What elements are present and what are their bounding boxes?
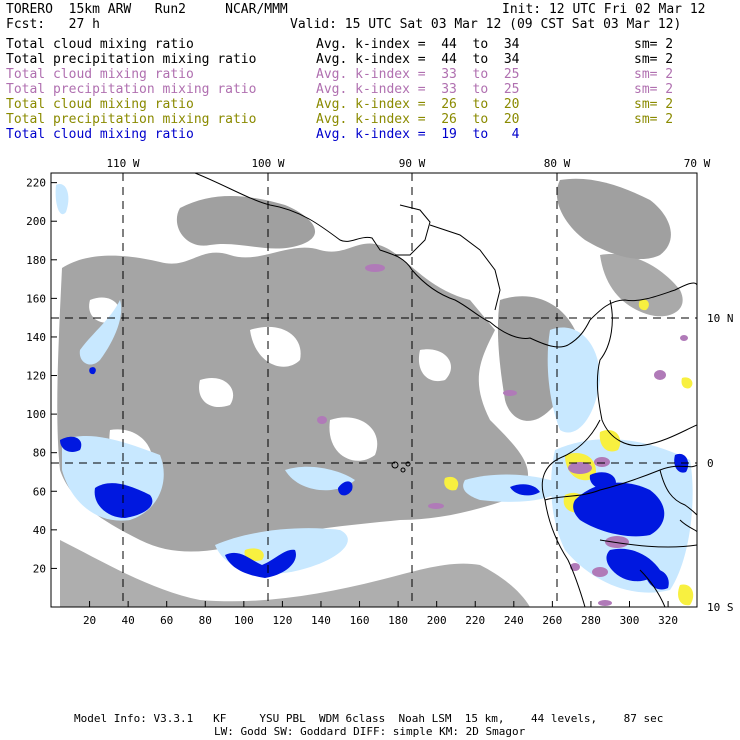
legend-smoothing: sm= 2: [634, 97, 674, 112]
legend-field-name: Total cloud mixing ratio: [6, 97, 194, 112]
x-tick-label: 320: [658, 614, 678, 627]
x-tick-label: 160: [350, 614, 370, 627]
coastlines: [194, 173, 697, 607]
legend-field-name: Total precipitation mixing ratio: [6, 82, 257, 97]
legend-k-index: Avg. k-index = 33 to 25: [316, 82, 520, 97]
x-tick-label: 280: [581, 614, 601, 627]
legend-k-index: Avg. k-index = 26 to 20: [316, 97, 520, 112]
lat-lon-grid: [51, 173, 697, 607]
latitude-label: 10 S: [707, 601, 734, 614]
longitude-label: 100 W: [251, 157, 284, 170]
legend-smoothing: sm= 2: [634, 112, 674, 127]
header-init: Init: 12 UTC Fri 02 Mar 12: [502, 2, 706, 17]
blue-precip-layer: [60, 367, 689, 590]
x-tick-label: 20: [83, 614, 96, 627]
x-tick-label: 240: [504, 614, 524, 627]
legend-k-index: Avg. k-index = 33 to 25: [316, 67, 520, 82]
x-tick-label: 200: [427, 614, 447, 627]
x-tick-label: 40: [122, 614, 135, 627]
longitude-label: 70 W: [684, 157, 711, 170]
y-tick-label: 140: [26, 331, 46, 344]
y-tick-label: 160: [26, 292, 46, 305]
y-tick-label: 20: [33, 562, 46, 575]
y-tick-label: 80: [33, 447, 46, 460]
legend-smoothing: sm= 2: [634, 52, 674, 67]
x-tick-label: 140: [311, 614, 331, 627]
longitude-label: 80 W: [544, 157, 571, 170]
header-valid: Valid: 15 UTC Sat 03 Mar 12 (09 CST Sat …: [290, 17, 682, 32]
legend-field-name: Total cloud mixing ratio: [6, 67, 194, 82]
legend-k-index: Avg. k-index = 44 to 34: [316, 37, 520, 52]
x-tick-label: 100: [234, 614, 254, 627]
legend-k-index: Avg. k-index = 19 to 4: [316, 127, 520, 142]
x-tick-label: 60: [160, 614, 173, 627]
legend-field-name: Total cloud mixing ratio: [6, 127, 194, 142]
longitude-label: 90 W: [399, 157, 426, 170]
y-tick-label: 220: [26, 177, 46, 190]
axis-ticks: [51, 182, 669, 607]
legend-k-index: Avg. k-index = 26 to 20: [316, 112, 520, 127]
latitude-label: 0: [707, 457, 714, 470]
model-info-line2: LW: Godd SW: Goddard DIFF: simple KM: 2D…: [214, 725, 526, 738]
x-tick-label: 120: [272, 614, 292, 627]
longitude-label: 110 W: [106, 157, 139, 170]
x-tick-label: 180: [388, 614, 408, 627]
legend-k-index: Avg. k-index = 44 to 34: [316, 52, 520, 67]
legend-field-name: Total cloud mixing ratio: [6, 37, 194, 52]
header-fcst: Fcst: 27 h: [6, 17, 100, 32]
galapagos-islands: [391, 461, 411, 473]
y-tick-label: 120: [26, 370, 46, 383]
header-title: TORERO 15km ARW Run2 NCAR/MMM: [6, 2, 288, 17]
y-tick-label: 100: [26, 408, 46, 421]
y-tick-label: 180: [26, 254, 46, 267]
purple-cloud-layer: [317, 264, 688, 606]
y-tick-label: 60: [33, 485, 46, 498]
y-tick-label: 200: [26, 215, 46, 228]
x-tick-label: 80: [199, 614, 212, 627]
legend-smoothing: sm= 2: [634, 82, 674, 97]
x-tick-label: 260: [542, 614, 562, 627]
y-tick-label: 40: [33, 524, 46, 537]
legend-smoothing: sm= 2: [634, 37, 674, 52]
map-frame: [50, 172, 698, 608]
latitude-label: 10 N: [707, 312, 734, 325]
model-info-line1: Model Info: V3.3.1 KF YSU PBL WDM 6class…: [74, 712, 664, 725]
legend-field-name: Total precipitation mixing ratio: [6, 52, 257, 67]
legend-smoothing: sm= 2: [634, 67, 674, 82]
x-tick-label: 300: [620, 614, 640, 627]
x-tick-label: 220: [465, 614, 485, 627]
legend-field-name: Total precipitation mixing ratio: [6, 112, 257, 127]
gray-cloud-layer: [57, 178, 683, 607]
